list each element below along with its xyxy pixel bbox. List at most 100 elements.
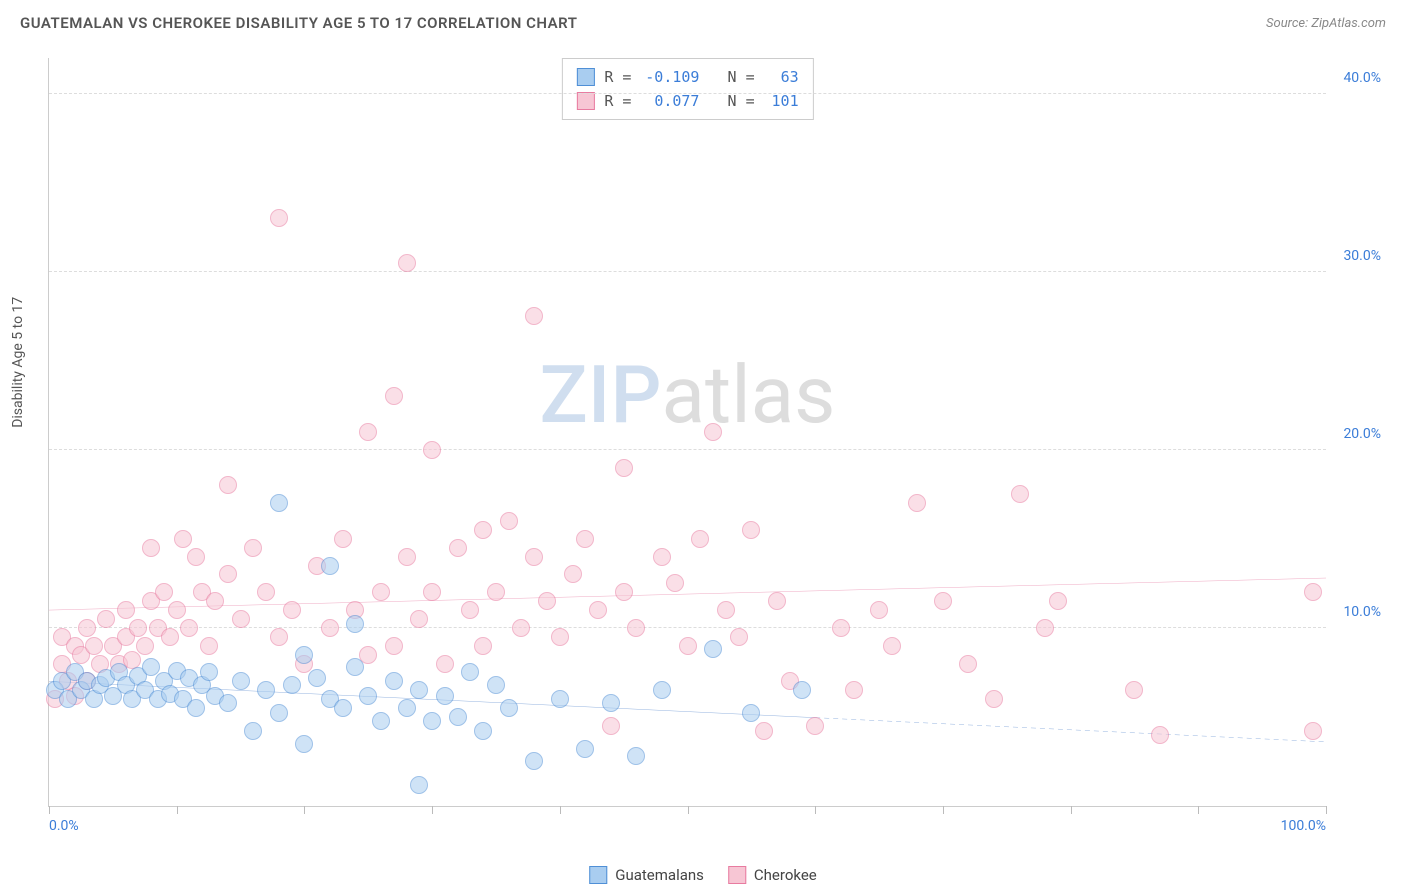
data-point-guatemalans bbox=[219, 694, 237, 712]
data-point-cherokee bbox=[589, 601, 607, 619]
data-point-cherokee bbox=[97, 610, 115, 628]
x-tick bbox=[49, 806, 50, 814]
y-axis-title: Disability Age 5 to 17 bbox=[10, 297, 26, 428]
data-point-cherokee bbox=[219, 476, 237, 494]
data-point-cherokee bbox=[270, 209, 288, 227]
data-point-guatemalans bbox=[474, 722, 492, 740]
x-tick bbox=[1198, 806, 1199, 814]
data-point-cherokee bbox=[180, 619, 198, 637]
gridline bbox=[49, 93, 1326, 94]
data-point-cherokee bbox=[1049, 592, 1067, 610]
data-point-cherokee bbox=[219, 565, 237, 583]
x-tick bbox=[1326, 806, 1327, 814]
data-point-guatemalans bbox=[187, 699, 205, 717]
data-point-cherokee bbox=[423, 441, 441, 459]
plot-area: ZIPatlas R =-0.109 N =63R =0.077 N =101 … bbox=[48, 58, 1326, 807]
stats-legend-box: R =-0.109 N =63R =0.077 N =101 bbox=[561, 58, 813, 120]
data-point-guatemalans bbox=[602, 694, 620, 712]
data-point-guatemalans bbox=[372, 712, 390, 730]
data-point-cherokee bbox=[538, 592, 556, 610]
data-point-cherokee bbox=[85, 637, 103, 655]
data-point-cherokee bbox=[410, 610, 428, 628]
data-point-cherokee bbox=[666, 574, 684, 592]
legend-label-guatemalans: Guatemalans bbox=[615, 866, 704, 884]
data-point-cherokee bbox=[232, 610, 250, 628]
stats-row-guatemalans: R =-0.109 N =63 bbox=[576, 65, 798, 89]
data-point-guatemalans bbox=[436, 687, 454, 705]
data-point-cherokee bbox=[334, 530, 352, 548]
data-point-cherokee bbox=[1011, 485, 1029, 503]
data-point-cherokee bbox=[423, 583, 441, 601]
data-point-cherokee bbox=[206, 592, 224, 610]
data-point-cherokee bbox=[244, 539, 262, 557]
y-tick-label: 30.0% bbox=[1343, 248, 1381, 264]
data-point-guatemalans bbox=[410, 681, 428, 699]
x-tick bbox=[177, 806, 178, 814]
data-point-cherokee bbox=[129, 619, 147, 637]
x-tick bbox=[560, 806, 561, 814]
data-point-cherokee bbox=[142, 539, 160, 557]
data-point-cherokee bbox=[117, 601, 135, 619]
data-point-guatemalans bbox=[334, 699, 352, 717]
data-point-cherokee bbox=[564, 565, 582, 583]
x-tick-label: 0.0% bbox=[49, 818, 79, 834]
watermark-zip: ZIP bbox=[540, 348, 662, 442]
legend-item-guatemalans: Guatemalans bbox=[589, 866, 704, 884]
data-point-cherokee bbox=[136, 637, 154, 655]
data-point-guatemalans bbox=[283, 676, 301, 694]
data-point-cherokee bbox=[730, 628, 748, 646]
data-point-cherokee bbox=[691, 530, 709, 548]
data-point-cherokee bbox=[679, 637, 697, 655]
data-point-cherokee bbox=[359, 423, 377, 441]
data-point-guatemalans bbox=[398, 699, 416, 717]
x-tick bbox=[943, 806, 944, 814]
stats-r-value: -0.109 bbox=[641, 65, 699, 89]
data-point-cherokee bbox=[487, 583, 505, 601]
data-point-cherokee bbox=[187, 548, 205, 566]
data-point-guatemalans bbox=[244, 722, 262, 740]
x-tick bbox=[815, 806, 816, 814]
data-point-guatemalans bbox=[270, 704, 288, 722]
data-point-cherokee bbox=[755, 722, 773, 740]
data-point-cherokee bbox=[474, 637, 492, 655]
gridline bbox=[49, 271, 1326, 272]
x-tick bbox=[688, 806, 689, 814]
data-point-cherokee bbox=[934, 592, 952, 610]
x-tick bbox=[432, 806, 433, 814]
data-point-cherokee bbox=[449, 539, 467, 557]
data-point-cherokee bbox=[174, 530, 192, 548]
data-point-guatemalans bbox=[270, 494, 288, 512]
data-point-guatemalans bbox=[232, 672, 250, 690]
swatch-cherokee bbox=[576, 92, 594, 110]
data-point-cherokee bbox=[200, 637, 218, 655]
data-point-guatemalans bbox=[704, 640, 722, 658]
data-point-guatemalans bbox=[257, 681, 275, 699]
data-point-cherokee bbox=[1151, 726, 1169, 744]
data-point-guatemalans bbox=[295, 735, 313, 753]
data-point-cherokee bbox=[385, 387, 403, 405]
stats-r-label: R = bbox=[604, 65, 631, 89]
data-point-cherokee bbox=[908, 494, 926, 512]
x-tick bbox=[1071, 806, 1072, 814]
data-point-guatemalans bbox=[627, 747, 645, 765]
data-point-cherokee bbox=[1036, 619, 1054, 637]
data-point-guatemalans bbox=[321, 557, 339, 575]
data-point-cherokee bbox=[512, 619, 530, 637]
stats-n-label: N = bbox=[709, 65, 754, 89]
data-point-cherokee bbox=[832, 619, 850, 637]
data-point-cherokee bbox=[615, 459, 633, 477]
data-point-guatemalans bbox=[449, 708, 467, 726]
data-point-guatemalans bbox=[308, 669, 326, 687]
y-tick-label: 40.0% bbox=[1343, 70, 1381, 86]
data-point-cherokee bbox=[870, 601, 888, 619]
data-point-guatemalans bbox=[461, 663, 479, 681]
data-point-cherokee bbox=[270, 628, 288, 646]
data-point-guatemalans bbox=[385, 672, 403, 690]
data-point-cherokee bbox=[551, 628, 569, 646]
data-point-guatemalans bbox=[423, 712, 441, 730]
legend-bottom: GuatemalansCherokee bbox=[589, 866, 817, 884]
chart-container: ZIPatlas R =-0.109 N =63R =0.077 N =101 … bbox=[48, 58, 1386, 832]
x-tick-label: 100.0% bbox=[1281, 818, 1326, 834]
data-point-guatemalans bbox=[346, 615, 364, 633]
legend-swatch-cherokee bbox=[728, 866, 746, 884]
